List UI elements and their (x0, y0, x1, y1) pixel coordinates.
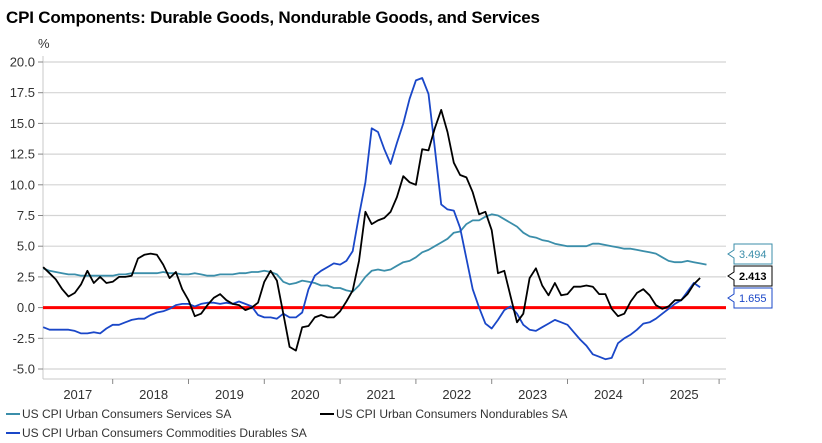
y-tick-label: -5.0 (13, 362, 35, 377)
legend-label-services: US CPI Urban Consumers Services SA (22, 407, 232, 421)
end-label-text: 2.413 (739, 271, 767, 283)
services-line (42, 213, 707, 293)
y-tick-label: 2.5 (17, 269, 35, 284)
legend-item-nondurables[interactable]: US CPI Urban Consumers Nondurables SA (320, 407, 567, 421)
legend-swatch-nondurables (320, 413, 334, 415)
end-label-box (727, 287, 773, 309)
y-tick-label: 10.0 (10, 177, 35, 192)
series-lines (42, 77, 707, 361)
x-tick-label: 2022 (442, 387, 471, 402)
legend-item-durables[interactable]: US CPI Urban Consumers Commodities Durab… (6, 426, 307, 440)
legend-swatch-services (6, 413, 20, 415)
nondurables-end-label: 2.413 (727, 265, 773, 287)
y-tick-label: 5.0 (17, 239, 35, 254)
legend-label-durables: US CPI Urban Consumers Commodities Durab… (22, 426, 307, 440)
end-label-text: 1.655 (739, 293, 767, 305)
y-tick-label: 20.0 (10, 55, 35, 70)
x-axis: 2017 2018 2019 2020 2021 2022 2023 2024 2025 (43, 378, 726, 402)
x-tick-label: 2025 (670, 387, 699, 402)
durables-line (42, 77, 701, 361)
x-tick-label: 2018 (139, 387, 168, 402)
x-tick-label: 2021 (367, 387, 396, 402)
end-value-labels: 3.494 2.413 1.655 (727, 243, 773, 309)
y-tick-label: 7.5 (17, 208, 35, 223)
services-end-label: 3.494 (727, 243, 773, 265)
chart-title: CPI Components: Durable Goods, Nondurabl… (6, 8, 540, 27)
legend-item-services[interactable]: US CPI Urban Consumers Services SA (6, 407, 231, 421)
gridlines (43, 61, 726, 370)
end-label-text: 3.494 (739, 249, 767, 261)
y-tick-label: 17.5 (10, 85, 35, 100)
end-label-box (727, 243, 773, 265)
x-tick-label: 2023 (518, 387, 547, 402)
x-tick-label: 2024 (594, 387, 623, 402)
y-tick-label: 12.5 (10, 147, 35, 162)
y-tick-label: 0.0 (17, 300, 35, 315)
legend-label-nondurables: US CPI Urban Consumers Nondurables SA (336, 407, 568, 421)
x-tick-label: 2019 (215, 387, 244, 402)
x-tick-label: 2017 (63, 387, 92, 402)
x-tick-label: 2020 (291, 387, 320, 402)
y-axis-unit-label: % (38, 36, 50, 51)
y-tick-label: -2.5 (13, 331, 35, 346)
y-axis: 20.0 17.5 15.0 12.5 10.0 7.5 5.0 2.5 0.0 -2.5 -5.0 (10, 55, 44, 379)
durables-end-label: 1.655 (727, 287, 773, 309)
y-tick-label: 15.0 (10, 116, 35, 131)
legend-swatch-durables (6, 432, 20, 434)
nondurables-line (42, 109, 701, 352)
end-label-box (727, 265, 773, 287)
